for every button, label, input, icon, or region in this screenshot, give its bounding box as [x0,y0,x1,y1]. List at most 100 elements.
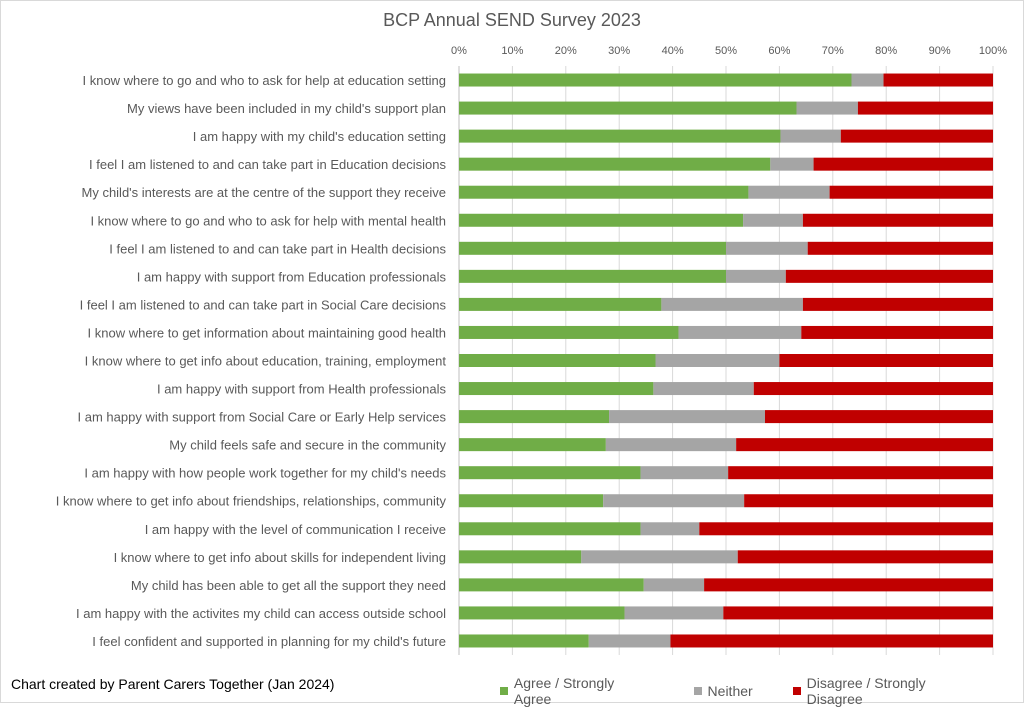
bar-segment-disagree [829,185,993,199]
legend-swatch-agree [500,687,508,695]
bar-segment-agree [459,269,726,283]
bar-segment-agree [459,354,656,367]
category-label: I feel I am listened to and can take par… [80,297,447,312]
bar-segment-agree [459,550,582,564]
bar-segment-neither [780,129,841,143]
x-tick-label: 80% [875,45,897,57]
x-tick-label: 0% [451,45,467,57]
bar-segment-neither [655,354,780,367]
category-label: I know where to get info about education… [85,354,447,369]
chart-legend: Agree / Strongly Agree Neither Disagree … [500,675,1024,707]
x-tick-label: 10% [501,45,523,57]
bar-segment-agree [459,606,625,620]
category-label: I know where to get information about ma… [88,325,446,340]
bar-segment-agree [459,325,679,339]
bar-segment-neither [726,269,786,283]
bar-segment-neither [661,297,803,311]
category-label: I am happy with how people work together… [84,466,446,481]
bar-segment-agree [459,634,589,648]
bar-segment-disagree [813,157,993,171]
bar-segment-neither [624,606,724,620]
bar-segment-disagree [736,438,993,452]
bar-segment-disagree [807,241,993,255]
legend-label-agree: Agree / Strongly Agree [513,675,615,707]
category-label: I am happy with the activites my child c… [76,606,446,621]
bar-segment-neither [643,578,705,592]
bar-segment-agree [459,101,797,115]
category-label: My child's interests are at the centre o… [82,185,447,200]
bar-segment-agree [459,438,606,452]
bar-segment-agree [459,382,654,396]
chart-title: BCP Annual SEND Survey 2023 [383,10,641,30]
legend-item-agree: Agree / Strongly Agree [500,675,654,707]
bar-segment-disagree [744,494,993,508]
bar-segment-agree [459,410,610,424]
bar-segment-agree [459,185,749,199]
bar-segment-neither [640,466,729,480]
bar-segment-disagree [802,297,993,311]
category-label: My views have been included in my child'… [127,101,446,116]
legend-swatch-neither [693,687,702,695]
category-label: I am happy with my child's education set… [193,129,446,144]
bar-segment-neither [770,157,814,171]
category-label: I am happy with support from Social Care… [78,410,447,425]
x-tick-label: 90% [929,45,951,57]
legend-item-neither: Neither [693,675,753,707]
bar-segment-disagree [802,213,993,227]
bar-segment-agree [459,297,662,311]
legend-swatch-disagree [792,687,801,695]
bar-segment-neither [653,382,754,396]
x-tick-label: 30% [608,45,630,57]
legend-item-disagree: Disagree / Strongly Disagree [792,675,984,707]
bar-segment-disagree [699,522,993,536]
bar-segment-disagree [764,410,993,424]
x-tick-label: 20% [555,45,577,57]
category-label: My child feels safe and secure in the co… [169,438,446,453]
bar-segment-agree [459,241,726,255]
category-label: I am happy with the level of communicati… [145,522,446,537]
bar-segment-disagree [840,129,993,143]
bar-segment-disagree [857,101,993,115]
x-tick-label: 50% [715,45,737,57]
bar-segment-disagree [779,354,993,367]
bar-segment-agree [459,522,641,536]
bar-segment-disagree [737,550,993,564]
x-tick-label: 70% [822,45,844,57]
bar-segment-neither [796,101,858,115]
bar-segment-agree [459,466,641,480]
legend-label-neither: Neither [707,683,753,699]
category-label: I feel I am listened to and can take par… [89,157,446,172]
bar-segment-disagree [728,466,993,480]
bar-segment-agree [459,494,604,508]
bar-segment-disagree [704,578,993,592]
bar-segment-neither [588,634,671,648]
category-label: I feel confident and supported in planni… [92,634,446,649]
bar-segment-disagree [753,382,993,396]
bar-segment-neither [851,73,884,87]
category-label: I know where to get info about skills fo… [114,550,446,565]
category-label: My child has been able to get all the su… [131,578,446,593]
x-tick-label: 40% [662,45,684,57]
bar-segment-neither [748,185,830,199]
category-label: I feel I am listened to and can take par… [109,241,446,256]
bar-segment-disagree [785,269,993,283]
x-tick-label: 60% [768,45,790,57]
category-label: I am happy with support from Education p… [137,269,447,284]
bar-segment-neither [609,410,765,424]
bar-segment-agree [459,157,771,171]
category-label: I know where to go and who to ask for he… [82,73,446,88]
bar-segment-agree [459,73,852,87]
bar-segment-neither [603,494,745,508]
bar-segment-disagree [723,606,993,620]
x-tick-label: 100% [979,45,1007,57]
bar-segment-agree [459,578,644,592]
bar-segment-neither [678,325,802,339]
category-label: I know where to get info about friendshi… [56,494,447,509]
bar-segment-disagree [801,325,993,339]
bar-segment-neither [581,550,738,564]
bar-segment-neither [605,438,737,452]
category-label: I am happy with support from Health prof… [157,382,447,397]
bar-segment-neither [743,213,803,227]
chart-credit: Chart created by Parent Carers Together … [11,676,335,692]
